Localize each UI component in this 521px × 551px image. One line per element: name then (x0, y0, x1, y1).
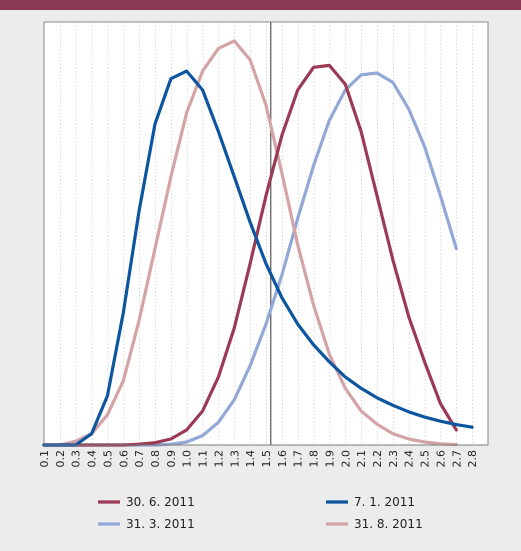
legend: 30. 6. 2011 7. 1. 2011 31. 3. 2011 31. 8. 2… (98, 495, 423, 531)
x-tick-label: 0.2 (54, 450, 67, 468)
x-tick-label: 1.0 (181, 450, 194, 468)
x-tick-label: 2.1 (355, 450, 368, 468)
x-tick-label: 1.6 (276, 450, 289, 468)
x-tick-label: 2.8 (466, 450, 479, 468)
x-tick-label: 2.4 (403, 450, 416, 468)
plot-area (43, 21, 489, 446)
x-tick-label: 2.3 (387, 450, 400, 468)
x-tick-label: 1.8 (308, 450, 321, 468)
x-tick-label: 0.1 (38, 450, 51, 468)
x-tick-label: 1.5 (260, 450, 273, 468)
legend-label: 31. 3. 2011 (126, 517, 195, 531)
x-tick-label: 0.7 (133, 450, 146, 468)
x-tick-label: 0.5 (101, 450, 114, 468)
x-tick-label: 2.5 (419, 450, 432, 468)
x-tick-label: 1.7 (292, 450, 305, 468)
x-tick-label: 0.8 (149, 450, 162, 468)
series-line (42, 69, 474, 447)
x-tick-label: 2.7 (450, 450, 463, 468)
x-tick-label: 2.6 (434, 450, 447, 468)
legend-label: 30. 6. 2011 (126, 495, 195, 509)
x-tick-label: 1.1 (197, 450, 210, 468)
x-tick-label: 1.3 (228, 450, 241, 468)
x-tick-label: 0.4 (86, 450, 99, 468)
legend-label: 7. 1. 2011 (354, 495, 415, 509)
x-tick-labels: 0.1 0.2 0.3 0.4 0.5 0.6 0.7 0.8 0.9 1.0 1.1 1.2 1.3 1… (38, 450, 479, 468)
series-line (42, 39, 458, 447)
x-tick-label: 0.3 (70, 450, 83, 468)
x-tick-label: 0.9 (165, 450, 178, 468)
x-tick-label: 0.6 (117, 450, 130, 468)
x-tick-label: 1.2 (212, 450, 225, 468)
x-tick-label: 2.0 (339, 450, 352, 468)
header-bar (0, 0, 521, 10)
x-tick-label: 1.9 (323, 450, 336, 468)
x-tick-label: 1.4 (244, 450, 257, 468)
x-tick-label: 2.2 (371, 450, 384, 468)
legend-label: 31. 8. 2011 (354, 517, 423, 531)
